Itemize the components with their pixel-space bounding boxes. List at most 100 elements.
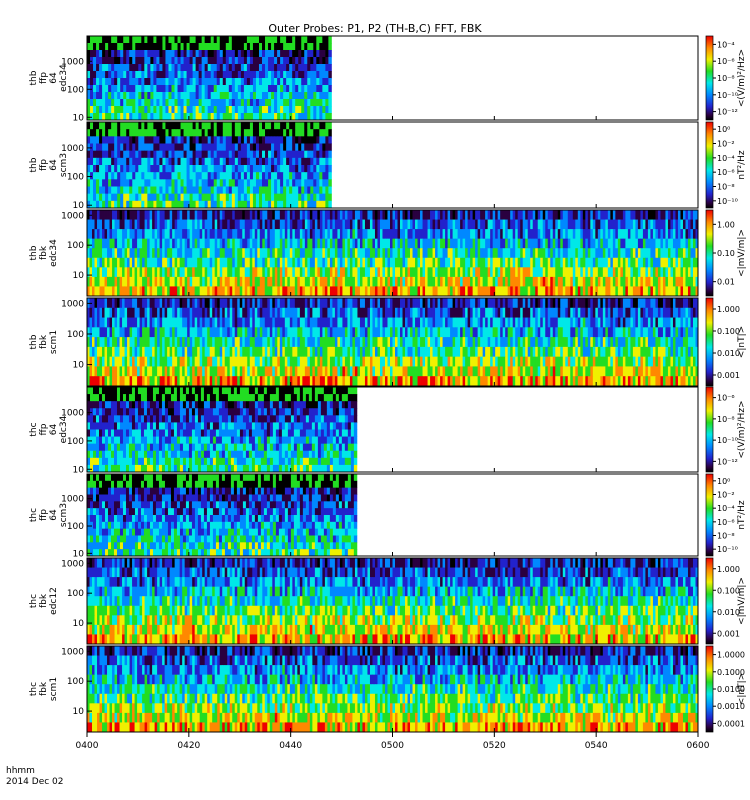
- panel-4: thb fbk scm1 10 100 1000 0.001 0.010 0.100 1.000 <…: [29, 297, 747, 387]
- colorbar: [705, 297, 714, 387]
- colorbar-tick-label: 10⁻¹²: [717, 457, 738, 466]
- panel-label: thb fbk scm1: [29, 330, 59, 354]
- colorbar-tick-label: 10⁻⁶: [717, 57, 735, 66]
- colorbar-tick-label: 0.1000: [717, 668, 745, 677]
- colorbar-tick-label: 10⁻⁶: [717, 394, 735, 403]
- panel-label-line: edc34: [49, 239, 59, 267]
- panel-5: thc ffp 64 edc34 10 100 1000 10⁻¹² 10⁻¹⁰ 10⁻⁸ 10⁻⁶…: [29, 386, 747, 475]
- panel-label-line: fbk: [39, 681, 49, 696]
- colorbar-tick-label: 10⁰: [717, 477, 730, 486]
- colorbar-tick-label: 10⁻⁶: [717, 168, 735, 177]
- panel-label-line: ffp: [39, 159, 49, 171]
- panel-label-line: 64: [49, 159, 59, 171]
- panel-label-line: ffp: [39, 509, 49, 521]
- panel-label: thc ffp 64 edc34: [29, 415, 69, 443]
- panel-label: thc fbk edc12: [29, 587, 59, 615]
- panel-label-line: scm3: [59, 503, 69, 527]
- panel-label-line: 64: [49, 509, 59, 521]
- panel-label-line: thb: [29, 157, 39, 172]
- panel-6: thc ffp 64 scm3 10 100 1000 10⁻¹⁰ 10⁻⁸ 10⁻⁶ 10⁻⁴ 10…: [29, 473, 747, 559]
- colorbar-tick-label: 0.100: [717, 586, 740, 595]
- colorbar: [705, 473, 714, 557]
- freq-tick-label: 1000: [61, 559, 84, 569]
- panel-2: thb ffp 64 scm3 10 100 1000 10⁻¹⁰ 10⁻⁸ 10⁻⁶ 10⁻⁴ 10…: [29, 121, 747, 211]
- freq-tick-label: 1000: [61, 211, 84, 221]
- freq-tick-label: 1000: [61, 144, 84, 154]
- time-tick-label: 0540: [585, 741, 608, 751]
- colorbar-tick-label: 0.001: [717, 629, 740, 638]
- panel-label-line: thc: [29, 422, 39, 436]
- time-tick-label: 0400: [76, 741, 99, 751]
- freq-tick-label: 10: [73, 707, 85, 717]
- panel-1: thb ffp 64 edc34 10 100 1000 10⁻¹² 10⁻¹⁰ 10⁻⁸ 10⁻⁶…: [29, 35, 747, 123]
- colorbar-unit: <|nT|>: [737, 326, 747, 358]
- time-tick-label: 0500: [381, 741, 404, 751]
- colorbar-tick-label: 10⁻⁴: [717, 154, 735, 163]
- colorbar-tick-label: 10⁻⁴: [717, 40, 735, 49]
- colorbar-tick-label: 0.001: [717, 371, 740, 380]
- freq-tick-label: 100: [67, 589, 84, 599]
- time-tick-label: 0600: [687, 741, 710, 751]
- spectrogram-cells: [87, 298, 699, 387]
- panel-label-line: scm3: [59, 153, 69, 177]
- colorbar: [705, 557, 714, 645]
- colorbar-tick-label: 10⁻⁶: [717, 518, 735, 527]
- colorbar-unit: nT²/Hz: [737, 150, 747, 180]
- colorbar-tick-label: 0.10: [717, 249, 735, 258]
- panel-7: thc fbk edc12 10 100 1000 0.001 0.010 0.100 1.000…: [29, 557, 747, 645]
- panel-label-line: ffp: [39, 423, 49, 435]
- colorbar-tick-label: 1.0000: [717, 651, 745, 660]
- freq-tick-label: 100: [67, 437, 84, 447]
- freq-tick-label: 100: [67, 522, 84, 532]
- panel-label-line: scm1: [49, 677, 59, 701]
- time-tick-label: 0440: [279, 741, 302, 751]
- colorbar-unit: <(V/m)²/Hz>: [737, 400, 747, 458]
- panel-label-line: edc34: [59, 415, 69, 443]
- freq-tick-label: 10: [73, 465, 85, 475]
- colorbar-tick-label: 10⁻⁸: [717, 532, 735, 541]
- spectrogram-cells: [87, 474, 358, 557]
- freq-tick-label: 100: [67, 330, 84, 340]
- time-axis: 0400 0420 0440 0500 0520 0540 0600: [76, 732, 710, 751]
- panel-label-line: thc: [29, 682, 39, 696]
- panel-label-line: thb: [29, 245, 39, 260]
- freq-tick-label: 100: [67, 241, 84, 251]
- colorbar-tick-label: 0.0010: [717, 702, 745, 711]
- panel-3: thb fbk edc34 10 100 1000 0.01 0.10 1.00<|mV/m|>: [29, 209, 747, 297]
- panel-label-line: 64: [49, 424, 59, 436]
- colorbar-tick-label: 10⁻¹⁰: [717, 197, 738, 206]
- panel-label: thb fbk edc34: [29, 239, 59, 267]
- spectrogram-cells: [87, 36, 332, 121]
- spectrogram-cells: [87, 387, 358, 473]
- colorbar-tick-label: 10⁻¹²: [717, 108, 738, 117]
- colorbar-tick-label: 1.00: [717, 220, 735, 229]
- colorbar-tick-label: 10⁻¹⁰: [717, 91, 738, 100]
- colorbar-tick-label: 10⁻⁸: [717, 415, 735, 424]
- freq-tick-label: 100: [67, 677, 84, 687]
- colorbar-tick-label: 10⁻⁴: [717, 504, 735, 513]
- freq-tick-label: 10: [73, 201, 85, 211]
- time-tick-label: 0520: [483, 741, 506, 751]
- freq-tick-label: 1000: [61, 299, 84, 309]
- colorbar-tick-label: 0.010: [717, 608, 740, 617]
- freq-tick-label: 10: [73, 271, 85, 281]
- freq-tick-label: 1000: [61, 409, 84, 419]
- panel-label-line: scm1: [49, 330, 59, 354]
- panel-label-line: thb: [29, 70, 39, 85]
- colorbar-tick-label: 10⁻¹⁰: [717, 436, 738, 445]
- colorbar-tick-label: 10⁰: [717, 125, 730, 134]
- panel-label: thc fbk scm1: [29, 677, 59, 701]
- spectrogram-cells: [87, 122, 332, 209]
- colorbar: [705, 645, 714, 733]
- colorbar-unit: <|mV/m|>: [737, 229, 747, 277]
- panel-label: thb ffp 64 edc34: [29, 64, 69, 92]
- colorbar: [705, 121, 714, 209]
- colorbar-tick-label: 10⁻²: [717, 491, 735, 500]
- time-tick-label: 0420: [177, 741, 200, 751]
- colorbar-tick-label: 0.0001: [717, 719, 745, 728]
- panel-8: thc fbk scm1 10 100 1000 0.0001 0.0010 0.0100 0.1…: [29, 645, 747, 733]
- panel-label-line: 64: [49, 72, 59, 84]
- colorbar-tick-label: 10⁻¹⁰: [717, 545, 738, 554]
- spectrogram-cells: [87, 646, 699, 733]
